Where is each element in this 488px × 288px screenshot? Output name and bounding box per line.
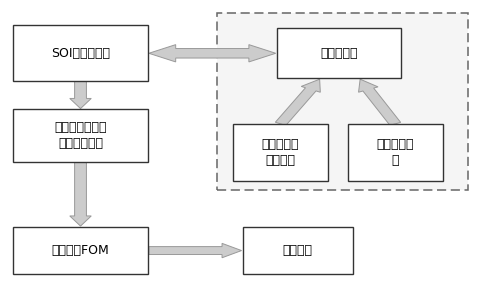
Bar: [13, 227, 148, 274]
Text: 最优缓冲器
插入模型: 最优缓冲器 插入模型: [262, 138, 299, 167]
Polygon shape: [70, 81, 91, 109]
Text: SOI芯片热模型: SOI芯片热模型: [51, 47, 110, 60]
Polygon shape: [70, 162, 91, 226]
Text: 总功耗模型: 总功耗模型: [321, 47, 358, 60]
Bar: [277, 28, 401, 79]
Text: 优化函数FOM: 优化函数FOM: [52, 244, 109, 257]
Polygon shape: [275, 79, 320, 126]
Text: 动态功耗模
型: 动态功耗模 型: [377, 138, 414, 167]
Bar: [347, 124, 443, 181]
Text: 电源电压与温度
的自相关方程: 电源电压与温度 的自相关方程: [54, 121, 107, 150]
Bar: [233, 124, 328, 181]
Polygon shape: [359, 79, 401, 125]
Bar: [13, 109, 148, 162]
Bar: [13, 25, 148, 82]
Bar: [217, 13, 468, 190]
Polygon shape: [149, 45, 276, 62]
Polygon shape: [149, 243, 242, 258]
Text: 优化结果: 优化结果: [283, 244, 313, 257]
Bar: [243, 227, 353, 274]
